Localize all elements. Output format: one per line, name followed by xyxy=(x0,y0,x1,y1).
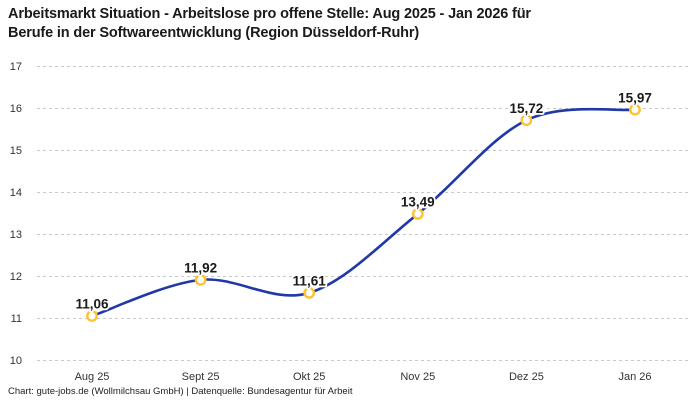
data-point-marker xyxy=(303,286,316,299)
y-axis-label: 15 xyxy=(10,145,22,157)
value-labels: 11,06 11,92 11,61 13,49 15,72 15,97 xyxy=(74,89,654,314)
value-label: 11,92 xyxy=(184,260,217,275)
gridlines xyxy=(37,66,691,361)
data-point-marker xyxy=(194,273,207,286)
y-axis-label: 13 xyxy=(10,229,22,241)
y-axis-label: 17 xyxy=(10,61,22,73)
chart-footer: Chart: gute-jobs.de (Wollmilchsau GmbH) … xyxy=(8,386,353,397)
value-label: 11,61 xyxy=(293,273,327,288)
y-axis-labels: 10 11 12 13 14 15 16 17 xyxy=(10,61,22,367)
value-label: 13,49 xyxy=(401,194,435,209)
x-axis-label: Jan 26 xyxy=(618,371,651,383)
data-point-markers xyxy=(86,103,641,322)
line-series xyxy=(90,107,637,318)
x-axis-label: Nov 25 xyxy=(400,371,435,383)
chart-title-line1: Arbeitsmarkt Situation - Arbeitslose pro… xyxy=(8,6,531,22)
chart-title-line2: Berufe in der Softwareentwicklung (Regio… xyxy=(8,25,420,41)
data-point-marker xyxy=(520,114,533,127)
data-point-marker xyxy=(629,103,641,116)
x-axis-labels: Aug 25 Sept 25 Okt 25 Nov 25 Dez 25 Jan 26 xyxy=(75,371,652,383)
x-axis-label: Okt 25 xyxy=(293,371,325,383)
x-axis-label: Sept 25 xyxy=(182,371,220,383)
y-axis-label: 16 xyxy=(10,103,22,115)
y-axis-label: 14 xyxy=(10,187,22,199)
value-label: 11,06 xyxy=(75,296,109,311)
y-axis-label: 10 xyxy=(10,355,22,367)
data-point-marker xyxy=(86,310,98,322)
data-point-marker xyxy=(411,208,424,220)
series-line xyxy=(90,107,637,318)
x-axis-label: Aug 25 xyxy=(75,371,110,383)
value-label: 15,97 xyxy=(618,90,652,105)
y-axis-label: 11 xyxy=(11,313,22,325)
chart-title: Arbeitsmarkt Situation - Arbeitslose pro… xyxy=(8,5,690,43)
x-axis-label: Dez 25 xyxy=(509,371,544,383)
y-axis-label: 12 xyxy=(10,271,22,283)
value-label: 15,72 xyxy=(510,101,544,116)
